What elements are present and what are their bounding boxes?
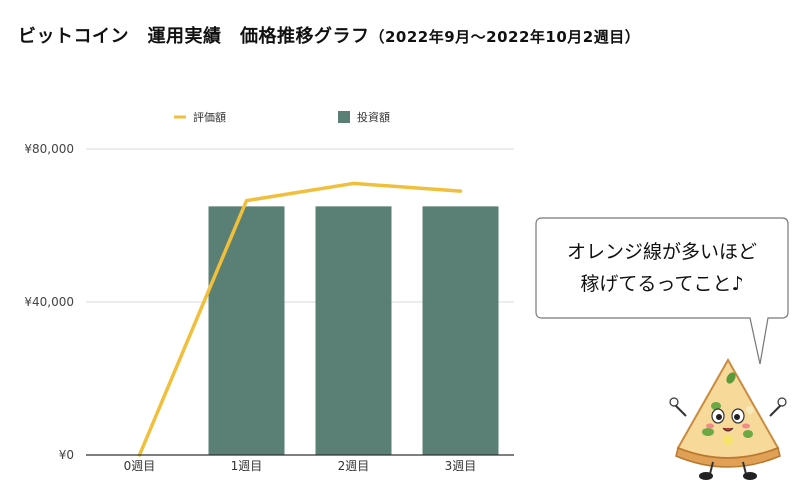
x-tick-label: 2週目 — [338, 459, 370, 473]
speech-bubble: オレンジ線が多いほど 稼げてるってこと♪ — [535, 217, 789, 365]
legend: 評価額 投資額 — [174, 110, 390, 124]
legend-label: 投資額 — [357, 110, 390, 124]
title-sub: （2022年9月〜2022年10月2週目） — [369, 28, 641, 46]
speech-bubble-icon — [535, 217, 789, 365]
y-tick-label: ¥40,000 — [24, 295, 74, 309]
y-tick-label: ¥0 — [59, 448, 74, 462]
pizza-mascot-icon — [669, 357, 787, 480]
bubble-line-1: オレンジ線が多いほど — [566, 241, 757, 263]
x-tick-label: 0週目 — [124, 459, 156, 473]
page-title: ビットコイン 運用実績 価格推移グラフ（2022年9月〜2022年10月2週目） — [18, 22, 640, 48]
legend-swatch — [338, 111, 350, 123]
y-tick-label: ¥80,000 — [24, 142, 74, 156]
line-path — [137, 181, 463, 457]
title-main: ビットコイン 運用実績 価格推移グラフ — [18, 26, 370, 47]
bar — [315, 206, 392, 455]
bar-series — [208, 206, 499, 455]
bar — [422, 206, 499, 455]
axes: ¥0 ¥40,000 ¥80,000 0週目 1週目 2週目 3週目 — [24, 142, 514, 473]
bubble-line-2: 稼げてるってこと♪ — [580, 273, 744, 295]
line-series — [137, 181, 463, 457]
bar — [208, 206, 285, 455]
x-tick-label: 1週目 — [231, 459, 263, 473]
legend-label: 評価額 — [193, 110, 226, 124]
x-tick-label: 3週目 — [445, 459, 477, 473]
